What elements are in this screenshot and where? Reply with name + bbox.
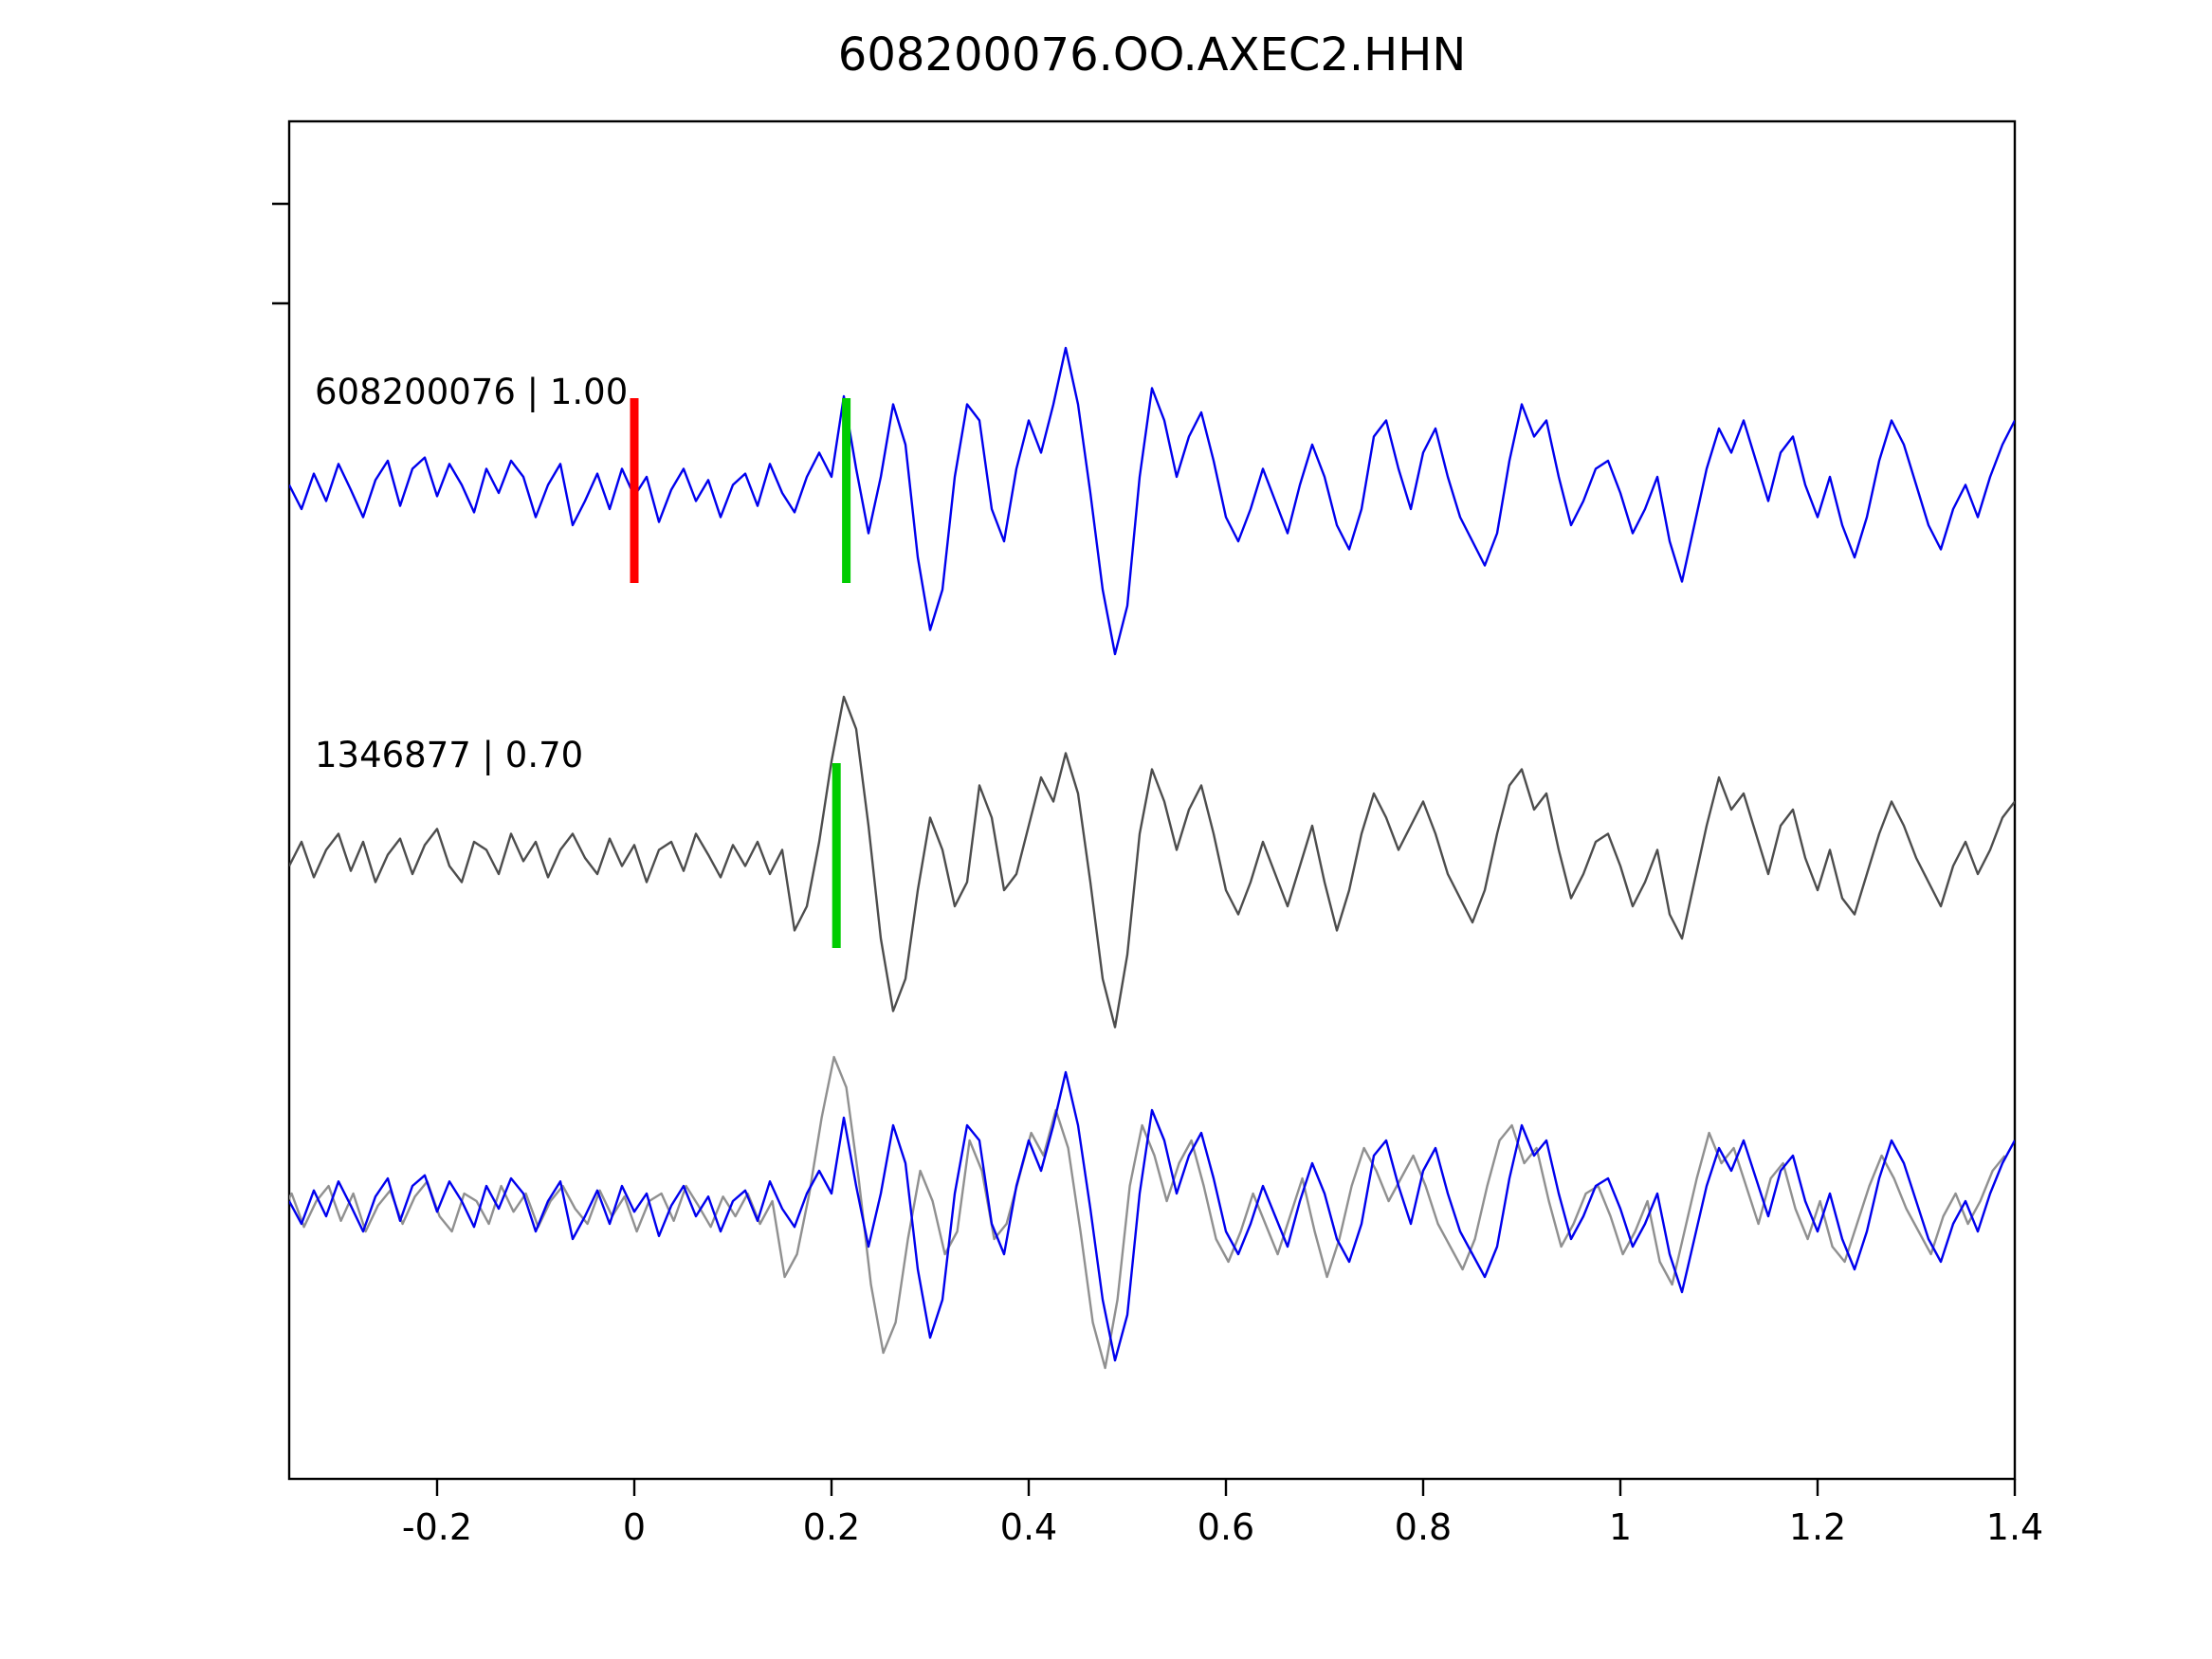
trace-line-overlay-detection-gray — [289, 1055, 2006, 1370]
x-tick-label: 1.2 — [1789, 1506, 1846, 1548]
trace-label-template: 608200076 | 1.00 — [315, 372, 629, 412]
x-tick-label: 1 — [1609, 1506, 1632, 1548]
x-tick-label: -0.2 — [402, 1506, 472, 1548]
x-tick-label: 0 — [623, 1506, 646, 1548]
trace-line-overlay-template-blue — [289, 1070, 2015, 1362]
x-tick-label: 0.8 — [1395, 1506, 1452, 1548]
trace-line-template-608200076 — [289, 346, 2015, 656]
plot-title: 608200076.OO.AXEC2.HHN — [837, 28, 1467, 82]
x-tick-label: 1.4 — [1986, 1506, 2043, 1548]
plot-content: -0.2 0 0.2 0.4 0.6 0.8 1 1.2 1.4 — [272, 119, 2043, 1548]
x-tick-label: 0.6 — [1197, 1506, 1254, 1548]
trace-label-detection: 1346877 | 0.70 — [315, 735, 584, 775]
x-tick-label: 0.2 — [803, 1506, 860, 1548]
plot-border — [287, 119, 2017, 1481]
trace-line-detection-1346877 — [289, 695, 2015, 1029]
x-tick-label: 0.4 — [1000, 1506, 1057, 1548]
